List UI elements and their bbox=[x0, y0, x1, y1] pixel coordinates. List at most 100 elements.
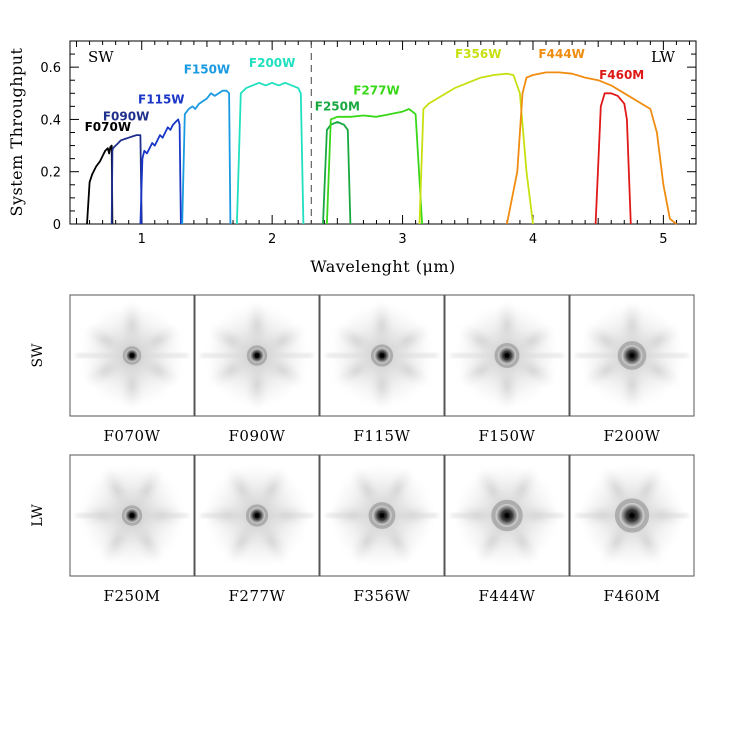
curve-f090w bbox=[110, 134, 143, 225]
psf-image-f115w bbox=[319, 294, 445, 417]
psf-frame bbox=[69, 294, 195, 417]
psf-lobe bbox=[457, 353, 505, 388]
label-f150w: F150W bbox=[184, 63, 230, 77]
label-f277w: F277W bbox=[353, 84, 399, 98]
psf-label-f356w: F356W bbox=[354, 587, 411, 605]
psf-ring bbox=[368, 502, 396, 529]
psf-lobe bbox=[99, 466, 135, 513]
psf-frame bbox=[319, 294, 445, 417]
psf-lobe bbox=[379, 518, 415, 565]
psf-lobe bbox=[129, 466, 165, 513]
x-tick-label: 1 bbox=[138, 232, 146, 247]
psf-row-label: LW bbox=[30, 504, 46, 527]
psf-image-f444w bbox=[444, 454, 570, 577]
psf-lobe bbox=[259, 323, 307, 358]
psf-lobe bbox=[244, 359, 270, 412]
psf-ring bbox=[121, 505, 143, 526]
filter-curves bbox=[86, 71, 677, 225]
psf-ring bbox=[245, 504, 269, 527]
psf-lobe bbox=[369, 359, 395, 412]
psf-ring bbox=[122, 346, 142, 365]
psf-ring bbox=[494, 343, 520, 368]
psf-label-f150w: F150W bbox=[479, 427, 536, 445]
psf-lobe bbox=[384, 323, 432, 358]
psf-lobe bbox=[244, 299, 270, 352]
psf-frame bbox=[194, 454, 320, 577]
psf-peak bbox=[379, 353, 385, 358]
psf-peak bbox=[504, 513, 510, 518]
psf-lobe bbox=[384, 353, 432, 388]
psf-peak bbox=[254, 513, 260, 518]
psf-lobe bbox=[582, 323, 630, 358]
curve-f150w bbox=[181, 89, 232, 225]
psf-lobe bbox=[134, 353, 182, 388]
curve-f460m bbox=[594, 92, 632, 225]
psf-frame bbox=[69, 454, 195, 577]
psf-frame bbox=[569, 294, 695, 417]
psf-image-f250m bbox=[69, 454, 195, 577]
curve-f277w bbox=[326, 108, 423, 225]
psf-lobe bbox=[119, 359, 145, 412]
psf-label-f115w: F115W bbox=[354, 427, 411, 445]
psf-frame bbox=[444, 454, 570, 577]
psf-lobe bbox=[634, 353, 682, 388]
psf-lobe bbox=[119, 299, 145, 352]
psf-lobe bbox=[509, 323, 557, 358]
psf-lobe bbox=[494, 359, 520, 412]
y-axis-title: System Throughput bbox=[7, 47, 26, 216]
x-tick-label: 3 bbox=[398, 232, 406, 247]
psf-lobe bbox=[207, 353, 255, 388]
y-tick-label: 0 bbox=[53, 218, 61, 233]
curve-f200w bbox=[236, 81, 305, 225]
psf-ring bbox=[614, 498, 650, 533]
psf-lobe bbox=[379, 466, 415, 513]
label-f444w: F444W bbox=[538, 47, 584, 61]
y-axis-ticks: 0 0.2 0.4 0.6 bbox=[40, 40, 696, 233]
psf-peak bbox=[504, 353, 510, 358]
psf-peak bbox=[254, 353, 260, 358]
psf-lobe bbox=[207, 323, 255, 358]
x-axis-title: Wavelenght (μm) bbox=[310, 257, 456, 276]
curve-f356w bbox=[418, 72, 534, 225]
psf-lobe bbox=[224, 518, 260, 565]
psf-lobe bbox=[457, 323, 505, 358]
psf-peak bbox=[629, 353, 635, 358]
label-f250m: F250M bbox=[315, 99, 360, 113]
psf-lobe bbox=[349, 518, 385, 565]
psf-lobe bbox=[134, 323, 182, 358]
psf-image-f277w bbox=[194, 454, 320, 577]
label-f200w: F200W bbox=[249, 56, 295, 70]
psf-label-f250m: F250M bbox=[104, 587, 161, 605]
y-tick-label: 0.2 bbox=[40, 166, 61, 181]
psf-lobe bbox=[82, 353, 130, 388]
psf-lobe bbox=[509, 353, 557, 388]
psf-peak bbox=[379, 513, 385, 518]
label-f115w: F115W bbox=[138, 93, 184, 107]
x-tick-label: 2 bbox=[268, 232, 276, 247]
psf-frame bbox=[194, 294, 320, 417]
psf-grid: SW F070W F090W F115W F150W F200W LW F250M F277W F… bbox=[30, 294, 695, 605]
psf-ring bbox=[491, 499, 523, 532]
x-axis-ticks: 1 2 3 4 5 bbox=[76, 41, 690, 247]
psf-label-f200w: F200W bbox=[604, 427, 661, 445]
label-f356w: F356W bbox=[455, 47, 501, 61]
psf-lobe bbox=[494, 299, 520, 352]
curve-f444w bbox=[506, 71, 677, 225]
psf-lobe bbox=[349, 466, 385, 513]
psf-lobe bbox=[254, 518, 290, 565]
psf-image-f070w bbox=[69, 294, 195, 417]
psf-lobe bbox=[224, 466, 260, 513]
psf-image-f090w bbox=[194, 294, 320, 417]
psf-ring bbox=[617, 341, 647, 370]
curve-f250m bbox=[322, 121, 352, 225]
curve-f115w bbox=[139, 118, 182, 225]
label-f460m: F460M bbox=[599, 68, 644, 82]
psf-peak bbox=[129, 513, 135, 518]
psf-label-f070w: F070W bbox=[104, 427, 161, 445]
psf-frame bbox=[319, 454, 445, 577]
sw-channel-label: SW bbox=[88, 48, 114, 66]
psf-frame bbox=[444, 294, 570, 417]
psf-image-f200w bbox=[569, 294, 695, 417]
